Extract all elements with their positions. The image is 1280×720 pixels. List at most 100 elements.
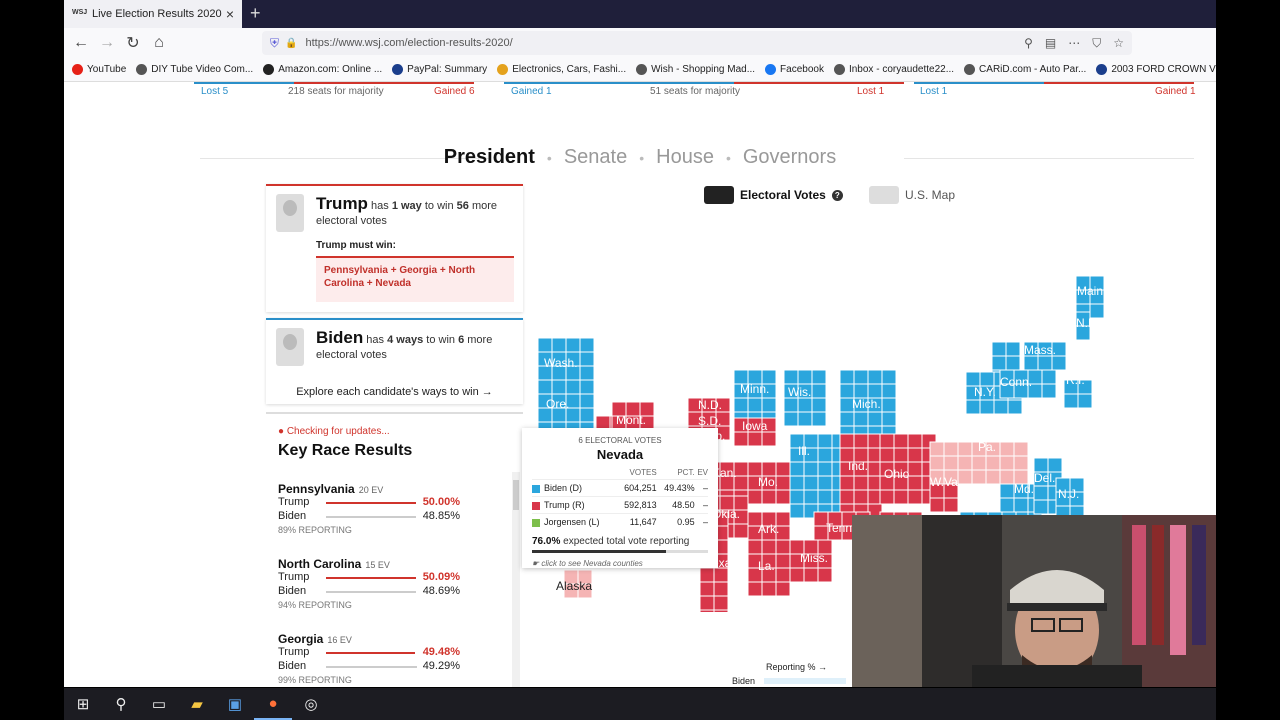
state-la-cell[interactable]: [747, 581, 763, 597]
state-nh-cell[interactable]: [1075, 325, 1091, 341]
state-mich-cell[interactable]: [839, 383, 855, 399]
state-md-cell[interactable]: [1013, 497, 1029, 513]
state-wis-cell[interactable]: [811, 411, 827, 427]
state-pa-cell[interactable]: [971, 455, 987, 471]
state-miss-cell[interactable]: [817, 567, 833, 583]
firefox-icon[interactable]: ●: [254, 688, 292, 720]
state-miss-cell[interactable]: [803, 567, 819, 583]
state-ny-cell[interactable]: [965, 371, 981, 387]
app-icon[interactable]: ◎: [304, 696, 318, 713]
state-ark-cell[interactable]: [775, 539, 791, 555]
state-wis-cell[interactable]: [797, 369, 813, 385]
bookmark-item[interactable]: Facebook: [765, 64, 824, 75]
state-la-cell[interactable]: [775, 581, 791, 597]
bookmark-item[interactable]: PayPal: Summary: [392, 64, 487, 75]
bookmark-item[interactable]: DIY Tube Video Com...: [136, 64, 253, 75]
state-minn-cell[interactable]: [733, 397, 749, 413]
key-race-item[interactable]: Pennsylvania 20 EV Trump 50.00% Biden 48.85% 8…: [278, 482, 518, 535]
state-ind-cell[interactable]: [839, 475, 855, 491]
state-pa-cell[interactable]: [971, 469, 987, 485]
state-ohio-cell[interactable]: [907, 447, 923, 463]
state-wash-cell[interactable]: [551, 337, 567, 353]
state-mo-cell[interactable]: [775, 461, 791, 477]
state-mich-cell[interactable]: [867, 411, 883, 427]
state-pa-cell[interactable]: [957, 441, 973, 457]
state-wash-cell[interactable]: [537, 379, 553, 395]
state-pa-cell[interactable]: [999, 441, 1015, 457]
state-pa-cell[interactable]: [1013, 455, 1029, 471]
state-ohio-cell[interactable]: [907, 475, 923, 491]
reload-icon[interactable]: ↻: [126, 35, 140, 52]
state-vt-cell[interactable]: [991, 341, 1007, 357]
state-alaska-cell[interactable]: [563, 583, 579, 599]
state-mich-cell[interactable]: [839, 369, 855, 385]
lock-icon[interactable]: 🔒: [285, 37, 298, 49]
state-mo-cell[interactable]: [761, 489, 777, 505]
state-conn-cell[interactable]: [1041, 383, 1057, 399]
bookmark-item[interactable]: Wish - Shopping Mad...: [636, 64, 755, 75]
state-wash-cell[interactable]: [579, 365, 595, 381]
state-wis-cell[interactable]: [811, 397, 827, 413]
state-mo-cell[interactable]: [747, 461, 763, 477]
tab-president[interactable]: President: [443, 146, 535, 168]
state-iowa-cell[interactable]: [747, 431, 763, 447]
tab-governors[interactable]: Governors: [742, 146, 837, 168]
state-mich-cell[interactable]: [881, 369, 897, 385]
state-ill-cell[interactable]: [817, 433, 833, 449]
state-ohio-cell[interactable]: [893, 489, 909, 505]
state-mich-cell[interactable]: [853, 411, 869, 427]
state-ind-cell[interactable]: [853, 433, 869, 449]
us-map-toggle[interactable]: U.S. Map: [869, 186, 955, 204]
bookmark-item[interactable]: Inbox - coryaudette22...: [833, 64, 954, 75]
state-pa-cell[interactable]: [943, 455, 959, 471]
state-conn-cell[interactable]: [1041, 369, 1057, 385]
state-ohio-cell[interactable]: [893, 433, 909, 449]
reader-view-icon[interactable]: ▤: [1044, 35, 1057, 50]
state-ohio-cell[interactable]: [907, 489, 923, 505]
back-icon[interactable]: ←: [73, 34, 89, 51]
bookmark-star-icon[interactable]: ☆: [1113, 35, 1124, 50]
key-race-item[interactable]: Georgia 16 EV Trump 49.48% Biden 49.29% 99% RE…: [278, 632, 518, 685]
scrollbar-thumb[interactable]: [513, 480, 519, 510]
reporting-legend[interactable]: Reporting % →: [766, 662, 828, 672]
state-ny-cell[interactable]: [979, 371, 995, 387]
key-race-scrollbar[interactable]: [512, 472, 520, 687]
state-pa-cell[interactable]: [957, 455, 973, 471]
state-texas-cell[interactable]: [713, 567, 729, 583]
state-ark-cell[interactable]: [761, 539, 777, 555]
state-wis-cell[interactable]: [783, 411, 799, 427]
state-ny-cell[interactable]: [993, 399, 1009, 415]
state-la-cell[interactable]: [775, 567, 791, 583]
state-ind-cell[interactable]: [839, 489, 855, 505]
home-icon[interactable]: ⌂: [154, 34, 164, 51]
close-tab-icon[interactable]: ×: [225, 6, 234, 22]
state-la-cell[interactable]: [775, 553, 791, 569]
state-wis-cell[interactable]: [811, 383, 827, 399]
browser-tab[interactable]: WSJ Live Election Results 2020 ×: [64, 0, 242, 28]
state-wash-cell[interactable]: [551, 379, 567, 395]
state-ill-cell[interactable]: [789, 489, 805, 505]
state-mo-cell[interactable]: [761, 461, 777, 477]
state-del-cell[interactable]: [1047, 457, 1063, 473]
state-texas-cell[interactable]: [713, 581, 729, 597]
state-pa-cell[interactable]: [999, 469, 1015, 485]
state-ill-cell[interactable]: [789, 503, 805, 519]
state-wash-cell[interactable]: [565, 337, 581, 353]
state-vt-cell[interactable]: [991, 355, 1007, 371]
state-mich-cell[interactable]: [881, 397, 897, 413]
state-ore-cell[interactable]: [579, 407, 595, 423]
more-actions-icon[interactable]: ⋯: [1068, 35, 1081, 50]
state-wis-cell[interactable]: [783, 397, 799, 413]
state-iowa-cell[interactable]: [761, 431, 777, 447]
state-md-cell[interactable]: [999, 497, 1015, 513]
state-miss-cell[interactable]: [789, 567, 805, 583]
state-mich-cell[interactable]: [881, 383, 897, 399]
state-ill-cell[interactable]: [789, 475, 805, 491]
state-pa-cell[interactable]: [943, 441, 959, 457]
info-icon[interactable]: ?: [831, 189, 843, 201]
state-minn-cell[interactable]: [747, 397, 763, 413]
state-mo-cell[interactable]: [775, 489, 791, 505]
state-wash-cell[interactable]: [537, 337, 553, 353]
state-md-cell[interactable]: [999, 483, 1015, 499]
state-ind-cell[interactable]: [853, 475, 869, 491]
